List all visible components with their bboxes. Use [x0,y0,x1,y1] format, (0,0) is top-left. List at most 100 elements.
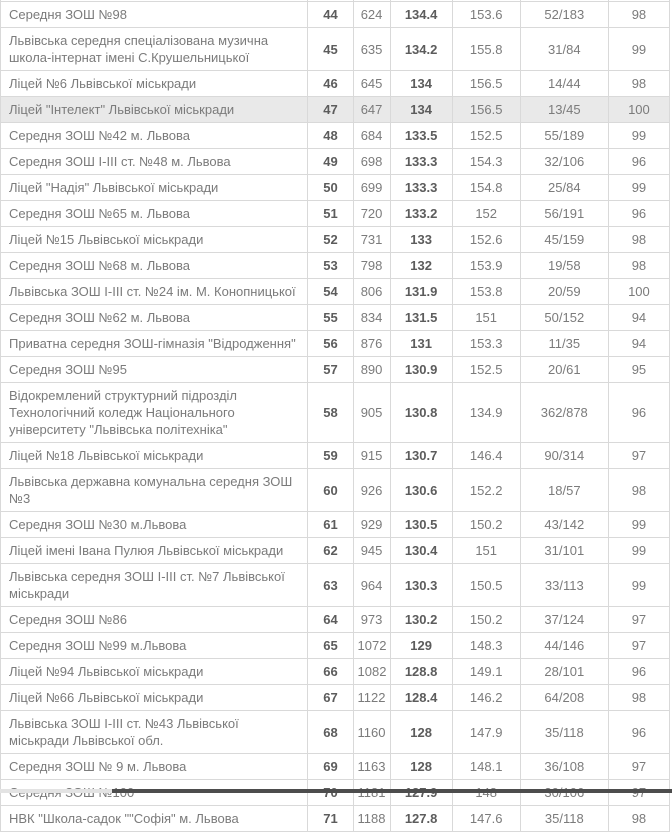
ratio-cell: 45/159 [519,226,609,253]
percent-cell: 96 [607,382,671,443]
horizontal-scrollbar[interactable] [0,789,672,793]
avg-score-cell: 146.4 [451,442,521,469]
school-name-cell: Середня ЗОШ №98 [0,1,309,28]
percent-cell: 95 [607,356,671,383]
score-cell: 133.2 [389,200,453,227]
reg-number-cell: 1160 [352,710,391,754]
rank-cell: 57 [307,356,354,383]
rank-cell: 47 [307,96,354,123]
ratio-cell: 11/35 [519,330,609,357]
school-name-cell: Ліцей №15 Львівської міськради [0,226,309,253]
ratio-cell: 13/45 [519,96,609,123]
score-cell: 130.6 [389,468,453,512]
table-row: Приватна середня ЗОШ-гімназія "Відроджен… [0,330,671,357]
school-name-cell: Ліцей №18 Львівської міськради [0,442,309,469]
ratio-cell: 35/118 [519,710,609,754]
score-cell: 134 [389,70,453,97]
avg-score-cell: 155.8 [451,27,521,71]
rank-cell: 59 [307,442,354,469]
percent-cell: 97 [607,442,671,469]
ratio-cell: 55/189 [519,122,609,149]
school-name-cell: Львівська середня ЗОШ І-ІІІ ст. №7 Львів… [0,563,309,607]
table-row: Середня ЗОШ №30 м.Львова 61 929 130.5 150.2 4… [0,511,671,538]
ratio-cell: 25/84 [519,174,609,201]
avg-score-cell: 151 [451,304,521,331]
ratio-cell: 50/152 [519,304,609,331]
school-name-cell: Середня ЗОШ №95 [0,356,309,383]
percent-cell: 96 [607,658,671,685]
rank-cell: 58 [307,382,354,443]
ratio-cell: 36/108 [519,753,609,780]
reg-number-cell: 624 [352,1,391,28]
percent-cell: 98 [607,226,671,253]
ratio-cell: 90/314 [519,442,609,469]
school-name-cell: Ліцей №94 Львівської міськради [0,658,309,685]
table-row: Середня ЗОШ №68 м. Львова 53 798 132 153.9 19… [0,252,671,279]
percent-cell: 98 [607,684,671,711]
reg-number-cell: 890 [352,356,391,383]
table-row: Середня ЗОШ №99 м.Львова 65 1072 129 148.3 44… [0,632,671,659]
table-row: Середня ЗОШ № 9 м. Львова 69 1163 128 148.1 3… [0,753,671,780]
avg-score-cell: 156.5 [451,70,521,97]
avg-score-cell: 153.3 [451,330,521,357]
percent-cell: 98 [607,468,671,512]
rank-cell: 64 [307,606,354,633]
school-name-cell: Середня ЗОШ №62 м. Львова [0,304,309,331]
table-row: Ліцей №6 Львівської міськради 46 645 134 156… [0,70,671,97]
percent-cell: 96 [607,200,671,227]
ratio-cell: 28/101 [519,658,609,685]
school-name-cell: Відокремлений структурний підрозділ Техн… [0,382,309,443]
score-cell: 133.3 [389,148,453,175]
score-cell: 130.8 [389,382,453,443]
score-cell: 129 [389,632,453,659]
reg-number-cell: 635 [352,27,391,71]
avg-score-cell: 150.2 [451,511,521,538]
reg-number-cell: 1188 [352,805,391,832]
ratio-cell: 31/84 [519,27,609,71]
school-name-cell: Середня ЗОШ №65 м. Львова [0,200,309,227]
ratio-cell: 32/106 [519,148,609,175]
reg-number-cell: 929 [352,511,391,538]
percent-cell: 97 [607,753,671,780]
avg-score-cell: 150.5 [451,563,521,607]
ratio-cell: 31/101 [519,537,609,564]
rank-cell: 45 [307,27,354,71]
ratio-cell: 44/146 [519,632,609,659]
scrollbar-thumb[interactable] [112,789,672,793]
percent-cell: 94 [607,330,671,357]
school-name-cell: Львівська ЗОШ І-ІІІ ст. №43 Львівської м… [0,710,309,754]
school-name-cell: Ліцей №6 Львівської міськради [0,70,309,97]
table-row: Львівська державна комунальна середня ЗО… [0,468,671,512]
avg-score-cell: 152.5 [451,356,521,383]
table-row: Львівська ЗОШ І-ІІІ ст. №24 ім. М. Коноп… [0,278,671,305]
school-name-cell: Ліцей "Інтелект" Львівської міськради [0,96,309,123]
percent-cell: 98 [607,1,671,28]
score-cell: 130.9 [389,356,453,383]
school-name-cell: Львівська середня спеціалізована музична… [0,27,309,71]
percent-cell: 100 [607,96,671,123]
table-row: Середня ЗОШ №65 м. Львова 51 720 133.2 152 56… [0,200,671,227]
reg-number-cell: 806 [352,278,391,305]
rank-cell: 53 [307,252,354,279]
reg-number-cell: 905 [352,382,391,443]
score-cell: 128 [389,710,453,754]
school-name-cell: Середня ЗОШ № 9 м. Львова [0,753,309,780]
rank-cell: 62 [307,537,354,564]
ratio-cell: 362/878 [519,382,609,443]
avg-score-cell: 134.9 [451,382,521,443]
rank-cell: 51 [307,200,354,227]
avg-score-cell: 153.9 [451,252,521,279]
score-cell: 133 [389,226,453,253]
score-cell: 131.9 [389,278,453,305]
score-cell: 130.4 [389,537,453,564]
avg-score-cell: 156.5 [451,96,521,123]
ratio-cell: 37/124 [519,606,609,633]
rank-cell: 50 [307,174,354,201]
rank-cell: 63 [307,563,354,607]
reg-number-cell: 647 [352,96,391,123]
reg-number-cell: 1163 [352,753,391,780]
ratio-cell: 14/44 [519,70,609,97]
score-cell: 127.8 [389,805,453,832]
percent-cell: 99 [607,122,671,149]
